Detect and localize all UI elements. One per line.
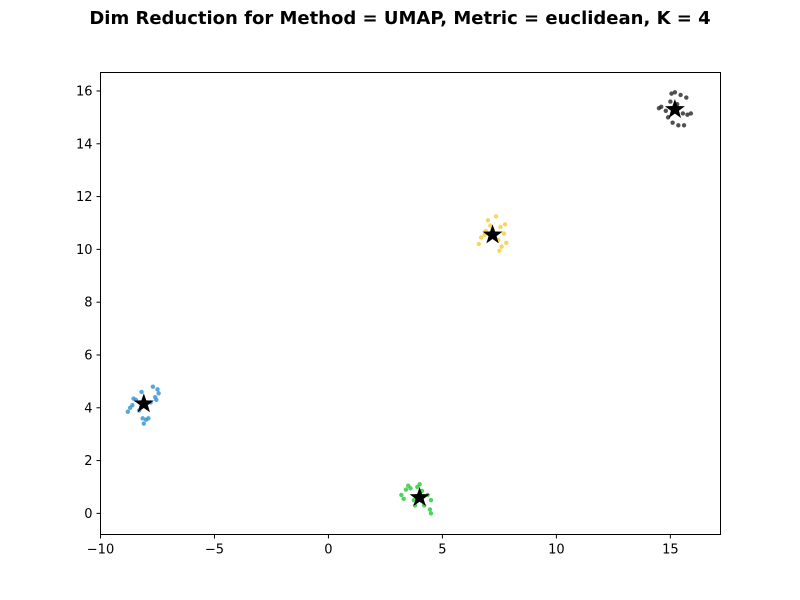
data-point-2 [485, 218, 491, 223]
data-point-3 [684, 95, 689, 100]
data-point-3 [676, 123, 681, 128]
data-point-3 [680, 111, 686, 116]
centroid-star-1 [409, 487, 430, 507]
data-point-1 [428, 511, 434, 516]
data-point-3 [663, 108, 668, 113]
centroid-star-2 [482, 224, 503, 244]
centroids-layer [133, 98, 685, 507]
data-point-2 [501, 231, 507, 236]
y-tick-label: 0 [84, 507, 92, 522]
data-point-1 [401, 496, 406, 502]
data-point-0 [155, 387, 160, 392]
data-point-1 [403, 487, 409, 492]
data-point-1 [428, 497, 434, 503]
y-axis: 0 2 4 6 8 10 12 14 16 [76, 84, 101, 522]
data-point-0 [154, 397, 159, 403]
data-point-1 [417, 482, 422, 487]
data-point-0 [146, 416, 151, 421]
data-point-0 [139, 389, 144, 395]
x-axis: −10 −5 0 5 10 15 [87, 534, 679, 558]
y-tick-label: 14 [76, 137, 93, 152]
x-tick-label: −10 [87, 543, 114, 558]
y-tick-label: 16 [76, 84, 93, 99]
data-point-2 [498, 224, 503, 230]
centroid-star-0 [133, 393, 154, 413]
data-point-2 [502, 222, 508, 227]
points-layer [125, 90, 694, 516]
data-point-2 [493, 214, 499, 219]
data-point-0 [156, 391, 161, 396]
data-point-0 [130, 402, 135, 408]
data-point-3 [659, 104, 664, 110]
data-point-2 [476, 241, 482, 247]
data-point-3 [665, 115, 671, 120]
data-point-0 [150, 384, 156, 389]
data-point-3 [668, 99, 673, 104]
data-point-0 [141, 421, 147, 426]
y-tick-label: 4 [84, 401, 92, 416]
data-point-3 [669, 91, 674, 96]
y-tick-label: 12 [76, 190, 93, 205]
data-point-2 [504, 240, 509, 245]
x-tick-label: 15 [662, 543, 679, 558]
data-point-2 [497, 248, 502, 253]
data-point-1 [399, 492, 404, 498]
centroid-star-3 [664, 98, 685, 118]
x-tick-label: 0 [324, 543, 332, 558]
x-tick-label: −5 [205, 543, 224, 558]
data-point-3 [685, 112, 690, 117]
data-point-0 [125, 409, 131, 414]
data-point-2 [488, 223, 493, 228]
data-point-2 [499, 244, 504, 249]
data-point-3 [688, 111, 694, 116]
data-point-1 [408, 486, 413, 491]
x-tick-label: 10 [548, 543, 565, 558]
y-tick-label: 10 [76, 243, 93, 258]
data-point-3 [678, 92, 683, 98]
data-point-0 [140, 416, 145, 421]
data-point-3 [672, 90, 678, 95]
data-point-1 [427, 507, 433, 512]
y-tick-label: 2 [84, 454, 92, 469]
data-point-2 [478, 235, 484, 240]
x-tick-label: 5 [438, 543, 446, 558]
data-point-3 [670, 120, 675, 125]
chart-title: Dim Reduction for Method = UMAP, Metric … [89, 8, 711, 29]
y-tick-label: 8 [84, 296, 92, 311]
data-point-3 [681, 123, 687, 128]
y-tick-label: 6 [84, 348, 92, 363]
plot-frame [100, 72, 721, 535]
